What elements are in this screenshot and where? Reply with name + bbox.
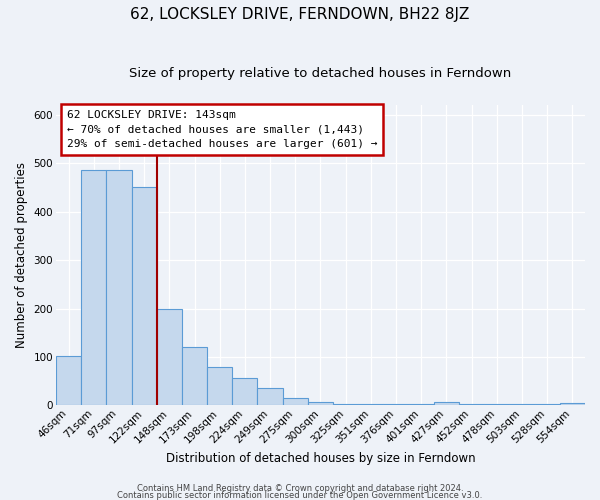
Bar xyxy=(257,388,283,406)
Bar xyxy=(106,170,131,406)
Y-axis label: Number of detached properties: Number of detached properties xyxy=(15,162,28,348)
Text: 62, LOCKSLEY DRIVE, FERNDOWN, BH22 8JZ: 62, LOCKSLEY DRIVE, FERNDOWN, BH22 8JZ xyxy=(130,8,470,22)
Bar xyxy=(409,404,434,406)
Bar xyxy=(358,404,383,406)
Bar xyxy=(333,404,358,406)
Text: Contains public sector information licensed under the Open Government Licence v3: Contains public sector information licen… xyxy=(118,490,482,500)
Bar xyxy=(535,404,560,406)
Bar xyxy=(484,404,509,406)
Bar xyxy=(459,404,484,406)
Bar xyxy=(308,402,333,406)
Bar xyxy=(509,404,535,406)
Text: Contains HM Land Registry data © Crown copyright and database right 2024.: Contains HM Land Registry data © Crown c… xyxy=(137,484,463,493)
Bar xyxy=(207,366,232,406)
X-axis label: Distribution of detached houses by size in Ferndown: Distribution of detached houses by size … xyxy=(166,452,475,465)
Bar xyxy=(56,356,81,406)
Title: Size of property relative to detached houses in Ferndown: Size of property relative to detached ho… xyxy=(130,68,512,80)
Bar xyxy=(383,404,409,406)
Bar xyxy=(81,170,106,406)
Bar xyxy=(232,378,257,406)
Bar xyxy=(157,308,182,406)
Bar xyxy=(560,403,585,406)
Bar xyxy=(434,402,459,406)
Text: 62 LOCKSLEY DRIVE: 143sqm
← 70% of detached houses are smaller (1,443)
29% of se: 62 LOCKSLEY DRIVE: 143sqm ← 70% of detac… xyxy=(67,110,377,150)
Bar xyxy=(283,398,308,406)
Bar xyxy=(182,348,207,406)
Bar xyxy=(131,186,157,406)
